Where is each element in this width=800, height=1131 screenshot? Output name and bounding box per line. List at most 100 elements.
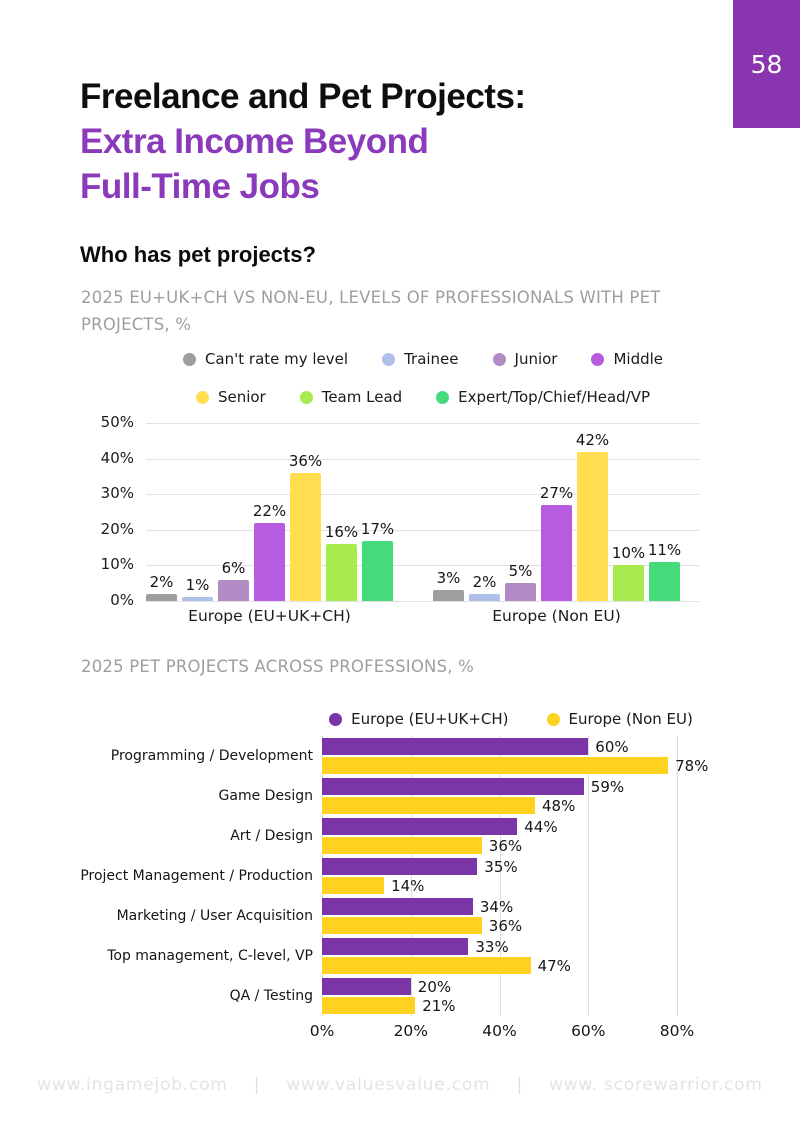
bar-value-label: 44% xyxy=(524,817,558,836)
bar: 5% xyxy=(505,562,536,601)
x-axis-label: 40% xyxy=(482,1022,517,1040)
bar-value-label: 27% xyxy=(539,483,574,502)
footer-separator: | xyxy=(253,1075,261,1095)
bar-value-label: 35% xyxy=(484,857,518,876)
bar-value-label: 17% xyxy=(360,519,395,538)
category-label: Game Design xyxy=(218,788,313,804)
levels-bar-chart: 50% 40% 30% 20% 10% 0% 2% 1% 6% 22% 36% 16% 17% 3% 2%… xyxy=(80,413,740,630)
bar-value-label: 6% xyxy=(221,558,246,577)
chart-row: Art / Design 44% 36% xyxy=(80,818,760,855)
gridline xyxy=(146,565,700,567)
chart-row: Top management, C-level, VP 33% 47% xyxy=(80,938,760,975)
bar-value-label: 34% xyxy=(479,897,514,916)
chart1-legend: Can't rate my level Trainee Junior Middle S… xyxy=(146,347,700,409)
legend-label: Europe (EU+UK+CH) xyxy=(351,710,509,728)
bar: 44% xyxy=(322,818,558,836)
x-axis-label: 60% xyxy=(571,1022,606,1040)
legend-label: Expert/Top/Chief/Head/VP xyxy=(458,388,651,406)
page-title: Freelance and Pet Projects: Extra Income… xyxy=(80,74,526,209)
bar-value-label: 2% xyxy=(472,572,497,591)
bar: 78% xyxy=(322,757,708,775)
legend-swatch-icon xyxy=(195,390,209,404)
x-axis-label: 0% xyxy=(309,1022,335,1040)
page-title-accent-line1: Extra Income Beyond xyxy=(80,122,429,161)
chart1-caption: 2025 EU+UK+CH VS NON-EU, LEVELS OF PROFE… xyxy=(81,288,661,334)
bar: 59% xyxy=(322,778,624,796)
bar-value-label: 14% xyxy=(391,876,425,895)
legend-swatch-icon xyxy=(382,352,396,366)
gridline xyxy=(322,736,323,1016)
legend-item: Senior xyxy=(195,388,266,406)
group-label: Europe (Non EU) xyxy=(492,607,621,625)
legend-swatch-icon xyxy=(546,712,560,726)
gridline xyxy=(146,601,700,602)
legend-item: Europe (EU+UK+CH) xyxy=(329,710,509,728)
bar-value-label: 60% xyxy=(595,737,629,756)
bar: 10% xyxy=(612,544,645,601)
bar: 47% xyxy=(322,957,571,975)
y-axis-label: 40% xyxy=(100,448,134,467)
bar-value-label: 16% xyxy=(324,523,359,541)
footer-link-valuesvalue: www.valuesvalue.com xyxy=(286,1075,491,1095)
legend-swatch-icon xyxy=(299,390,313,404)
bar: 36% xyxy=(322,917,522,935)
category-label: QA / Testing xyxy=(229,988,313,1004)
bar-value-label: 5% xyxy=(508,562,533,581)
chart1-group-labels: Europe (EU+UK+CH) Europe (Non EU) xyxy=(146,607,700,629)
bar-value-label: 47% xyxy=(537,956,571,975)
gridline xyxy=(499,736,501,1016)
legend-item: Junior xyxy=(492,350,557,368)
y-axis-label: 0% xyxy=(110,591,134,609)
bar-value-label: 33% xyxy=(475,937,509,956)
bar-group: 2% 1% 6% 22% 36% 16% 17% xyxy=(146,452,395,601)
legend-label: Team Lead xyxy=(321,388,403,406)
bar: 42% xyxy=(576,431,609,601)
y-axis-label: 50% xyxy=(100,413,134,431)
chart-row: Project Management / Production 35% 14% xyxy=(80,857,760,895)
chart-row: QA / Testing 20% 21% xyxy=(80,978,760,1015)
bar-pair: 44% 36% xyxy=(322,818,700,855)
bar: 2% xyxy=(469,573,500,601)
chart-row: Marketing / User Acquisition 34% 36% xyxy=(80,897,760,935)
chart2-caption: 2025 PET PROJECTS ACROSS PROFESSIONS, % xyxy=(81,657,475,676)
y-axis-label: 10% xyxy=(100,555,134,574)
chart1-plot-area: 2% 1% 6% 22% 36% 16% 17% 3% 2% 5% 27% 42% 10% 11% xyxy=(146,423,700,602)
bar-pair: 59% 48% xyxy=(322,778,700,815)
bar: 36% xyxy=(322,837,522,855)
bar: 6% xyxy=(218,559,249,601)
gridline xyxy=(146,458,700,460)
footer: www.ingamejob.com | www.valuesvalue.com … xyxy=(0,1075,800,1095)
bar: 20% xyxy=(322,978,451,996)
bar-value-label: 36% xyxy=(288,451,323,470)
gridline xyxy=(677,736,678,1016)
bar: 33% xyxy=(322,938,509,956)
professions-bar-chart: Europe (EU+UK+CH) Europe (Non EU) Program… xyxy=(80,700,760,1050)
legend-label: Can't rate my level xyxy=(204,350,349,368)
group-label: Europe (EU+UK+CH) xyxy=(188,607,351,625)
category-label: Marketing / User Acquisition xyxy=(116,908,313,924)
chart2-gridlines xyxy=(322,736,700,1016)
legend-swatch-icon xyxy=(329,712,343,726)
bar: 1% xyxy=(182,576,213,601)
section-heading: Who has pet projects? xyxy=(80,242,316,267)
bar-pair: 34% 36% xyxy=(322,897,700,935)
bar-value-label: 21% xyxy=(422,996,456,1015)
legend-item: Middle xyxy=(591,350,663,368)
bar: 60% xyxy=(322,738,629,756)
bar-value-label: 22% xyxy=(252,501,287,520)
bar: 36% xyxy=(289,452,322,601)
bar-pair: 60% 78% xyxy=(322,738,708,775)
bar-pair: 33% 47% xyxy=(322,938,700,975)
bar-group: 3% 2% 5% 27% 42% 10% 11% xyxy=(433,431,682,601)
bar: 22% xyxy=(253,502,286,601)
bar: 16% xyxy=(325,523,358,601)
bar-value-label: 11% xyxy=(647,540,682,559)
legend-swatch-icon xyxy=(436,390,450,404)
legend-swatch-icon xyxy=(182,352,196,366)
page-title-black: Freelance and Pet Projects: xyxy=(80,77,526,116)
bar-value-label: 48% xyxy=(542,796,576,815)
legend-label: Middle xyxy=(613,350,664,368)
legend-label: Trainee xyxy=(404,350,459,368)
chart2-rows: Programming / Development 60% 78% Game Desi… xyxy=(80,738,760,1018)
